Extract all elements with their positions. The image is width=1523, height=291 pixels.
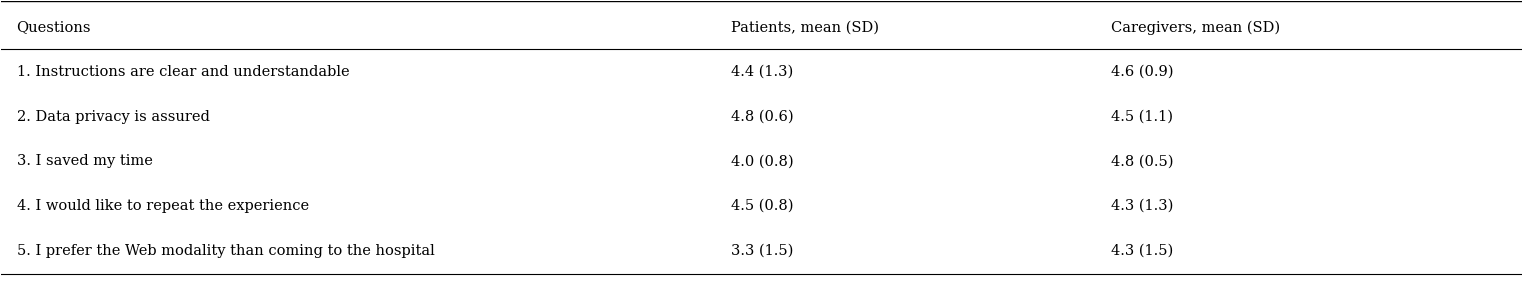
Text: 4.0 (0.8): 4.0 (0.8) — [731, 154, 793, 168]
Text: 4.3 (1.5): 4.3 (1.5) — [1112, 244, 1173, 258]
Text: 4.5 (1.1): 4.5 (1.1) — [1112, 110, 1173, 124]
Text: 4.6 (0.9): 4.6 (0.9) — [1112, 65, 1174, 79]
Text: 4.4 (1.3): 4.4 (1.3) — [731, 65, 793, 79]
Text: 3.3 (1.5): 3.3 (1.5) — [731, 244, 793, 258]
Text: 3. I saved my time: 3. I saved my time — [17, 154, 152, 168]
Text: Caregivers, mean (SD): Caregivers, mean (SD) — [1112, 20, 1281, 35]
Text: 4.8 (0.6): 4.8 (0.6) — [731, 110, 793, 124]
Text: 4.8 (0.5): 4.8 (0.5) — [1112, 154, 1174, 168]
Text: 4.3 (1.3): 4.3 (1.3) — [1112, 199, 1174, 213]
Text: 4.5 (0.8): 4.5 (0.8) — [731, 199, 793, 213]
Text: 5. I prefer the Web modality than coming to the hospital: 5. I prefer the Web modality than coming… — [17, 244, 434, 258]
Text: 4. I would like to repeat the experience: 4. I would like to repeat the experience — [17, 199, 309, 213]
Text: 1. Instructions are clear and understandable: 1. Instructions are clear and understand… — [17, 65, 349, 79]
Text: Questions: Questions — [17, 20, 91, 34]
Text: Patients, mean (SD): Patients, mean (SD) — [731, 20, 879, 34]
Text: 2. Data privacy is assured: 2. Data privacy is assured — [17, 110, 210, 124]
